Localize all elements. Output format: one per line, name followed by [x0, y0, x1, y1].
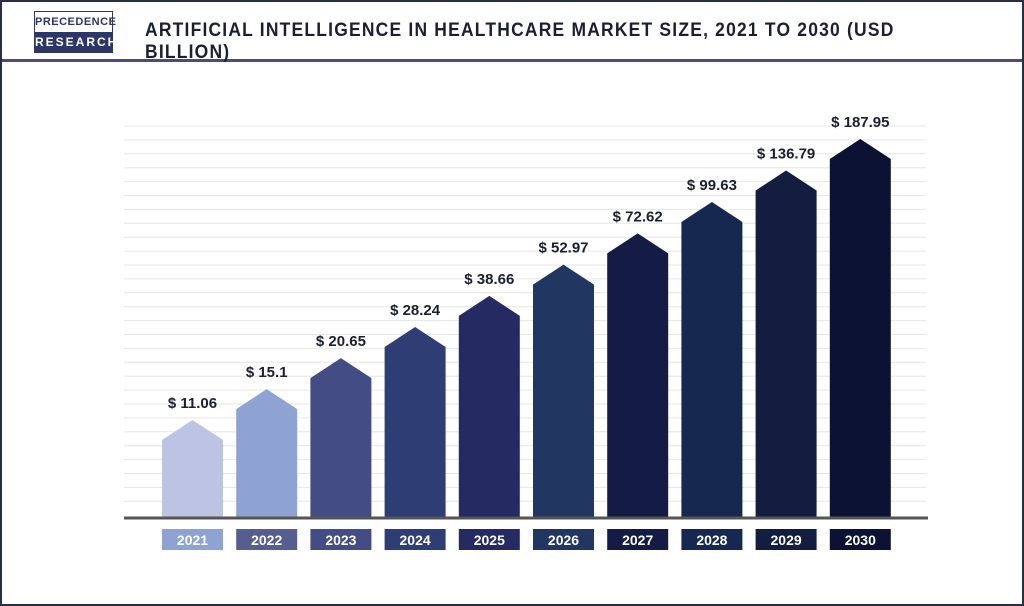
category-box: [310, 529, 372, 550]
bar-2025: [458, 295, 520, 518]
category-label: 2025: [474, 532, 505, 548]
bar-2023: [310, 358, 372, 518]
data-label: $ 20.65: [316, 333, 366, 350]
data-label: $ 99.63: [687, 177, 737, 194]
bar-2024: [384, 327, 446, 518]
bar-2026: [533, 264, 594, 518]
category-label: 2024: [400, 532, 431, 548]
category-label: 2029: [771, 532, 802, 548]
category-box: [162, 529, 223, 550]
bar-2021: [162, 420, 223, 518]
logo-bottom: RESEARCH: [35, 32, 116, 52]
data-label: $ 11.06: [168, 395, 217, 412]
category-box: [533, 529, 594, 550]
category-box: [755, 529, 817, 550]
category-label: 2023: [325, 532, 356, 548]
category-label: 2030: [845, 532, 876, 548]
bar-2028: [681, 201, 743, 518]
category-label: 2026: [548, 532, 579, 548]
data-label: $ 28.24: [390, 302, 441, 319]
bar-2027: [607, 233, 669, 518]
category-box: [458, 529, 520, 550]
bar-2030: [829, 139, 891, 518]
logo-top: PRECEDENCE: [35, 12, 116, 32]
category-box: [384, 529, 446, 550]
category-box: [681, 529, 743, 550]
bar-2022: [236, 389, 298, 518]
data-label: $ 52.97: [538, 240, 588, 257]
category-label: 2021: [177, 532, 208, 548]
chart-title: ARTIFICIAL INTELLIGENCE IN HEALTHCARE MA…: [145, 20, 895, 63]
category-label: 2022: [251, 532, 282, 548]
category-box: [607, 529, 669, 550]
category-label: 2028: [696, 532, 727, 548]
data-label: $ 187.95: [831, 114, 889, 131]
category-box: [236, 529, 298, 550]
header: PRECEDENCE RESEARCH ARTIFICIAL INTELLIGE…: [2, 2, 1022, 63]
data-label: $ 15.1: [246, 364, 288, 381]
data-label: $ 72.62: [613, 208, 663, 225]
data-label: $ 136.79: [757, 146, 815, 163]
data-label: $ 38.66: [464, 271, 514, 288]
bar-2029: [755, 170, 817, 518]
category-label: 2027: [622, 532, 653, 548]
category-box: [829, 529, 891, 550]
precedence-research-logo: PRECEDENCE RESEARCH: [34, 11, 116, 53]
